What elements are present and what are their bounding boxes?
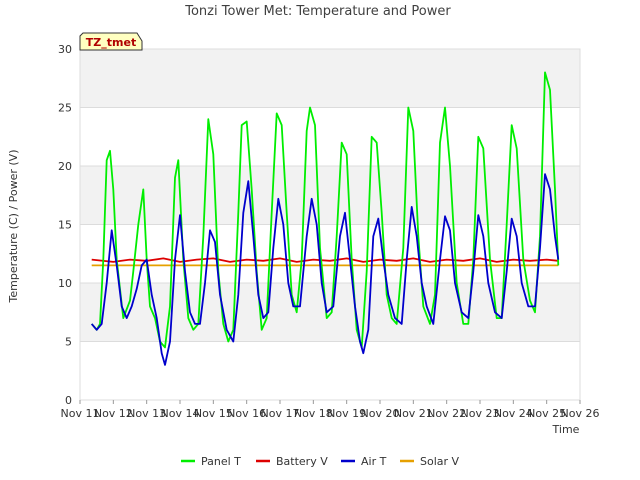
x-tick-label: Nov 15 (194, 407, 233, 420)
x-tick-label: Nov 21 (394, 407, 433, 420)
station-badge: TZ_tmet (79, 32, 143, 51)
x-axis-label: Time (552, 423, 580, 436)
series-line-air-t (91, 173, 560, 366)
x-tick-label: Nov 18 (294, 407, 333, 420)
x-tick-label: Nov 25 (527, 407, 566, 420)
x-tick-label: Nov 16 (227, 407, 266, 420)
x-tick-label: Nov 23 (461, 407, 500, 420)
station-badge-label: TZ_tmet (86, 36, 136, 49)
y-tick-label: 15 (58, 219, 72, 232)
chart-title: Tonzi Tower Met: Temperature and Power (184, 4, 451, 19)
x-tick-label: Nov 20 (361, 407, 400, 420)
x-tick-label: Nov 11 (61, 407, 100, 420)
x-tick-label: Nov 14 (161, 407, 200, 420)
legend-label-battery-v: Battery V (276, 455, 328, 468)
y-tick-label: 25 (58, 102, 72, 115)
y-axis-ticks: 0 5 10 15 20 25 30 (58, 43, 72, 407)
x-tick-label: Nov 19 (327, 407, 366, 420)
plot-frame (79, 48, 581, 401)
grid-band (80, 49, 580, 108)
y-tick-label: 0 (65, 394, 72, 407)
legend: Panel T Battery V Air T Solar V (181, 455, 460, 468)
series-layer (91, 71, 560, 366)
station-badge-box (79, 32, 143, 51)
x-tick-label: Nov 13 (127, 407, 166, 420)
y-axis-label: Temperature (C) / Power (V) (7, 149, 20, 303)
x-tick-label: Nov 22 (427, 407, 466, 420)
x-tick-label: Nov 17 (261, 407, 300, 420)
legend-label-panel-t: Panel T (201, 455, 241, 468)
grid-band (80, 166, 580, 225)
x-tick-label: Nov 12 (94, 407, 133, 420)
x-tick-label: Nov 24 (494, 407, 533, 420)
x-tick-label: Nov 26 (561, 407, 600, 420)
y-tick-label: 5 (65, 336, 72, 349)
y-tick-label: 30 (58, 43, 72, 56)
legend-label-solar-v: Solar V (420, 455, 460, 468)
y-tick-label: 10 (58, 277, 72, 290)
legend-label-air-t: Air T (361, 455, 387, 468)
y-tick-label: 20 (58, 160, 72, 173)
grid-bands (80, 49, 580, 342)
